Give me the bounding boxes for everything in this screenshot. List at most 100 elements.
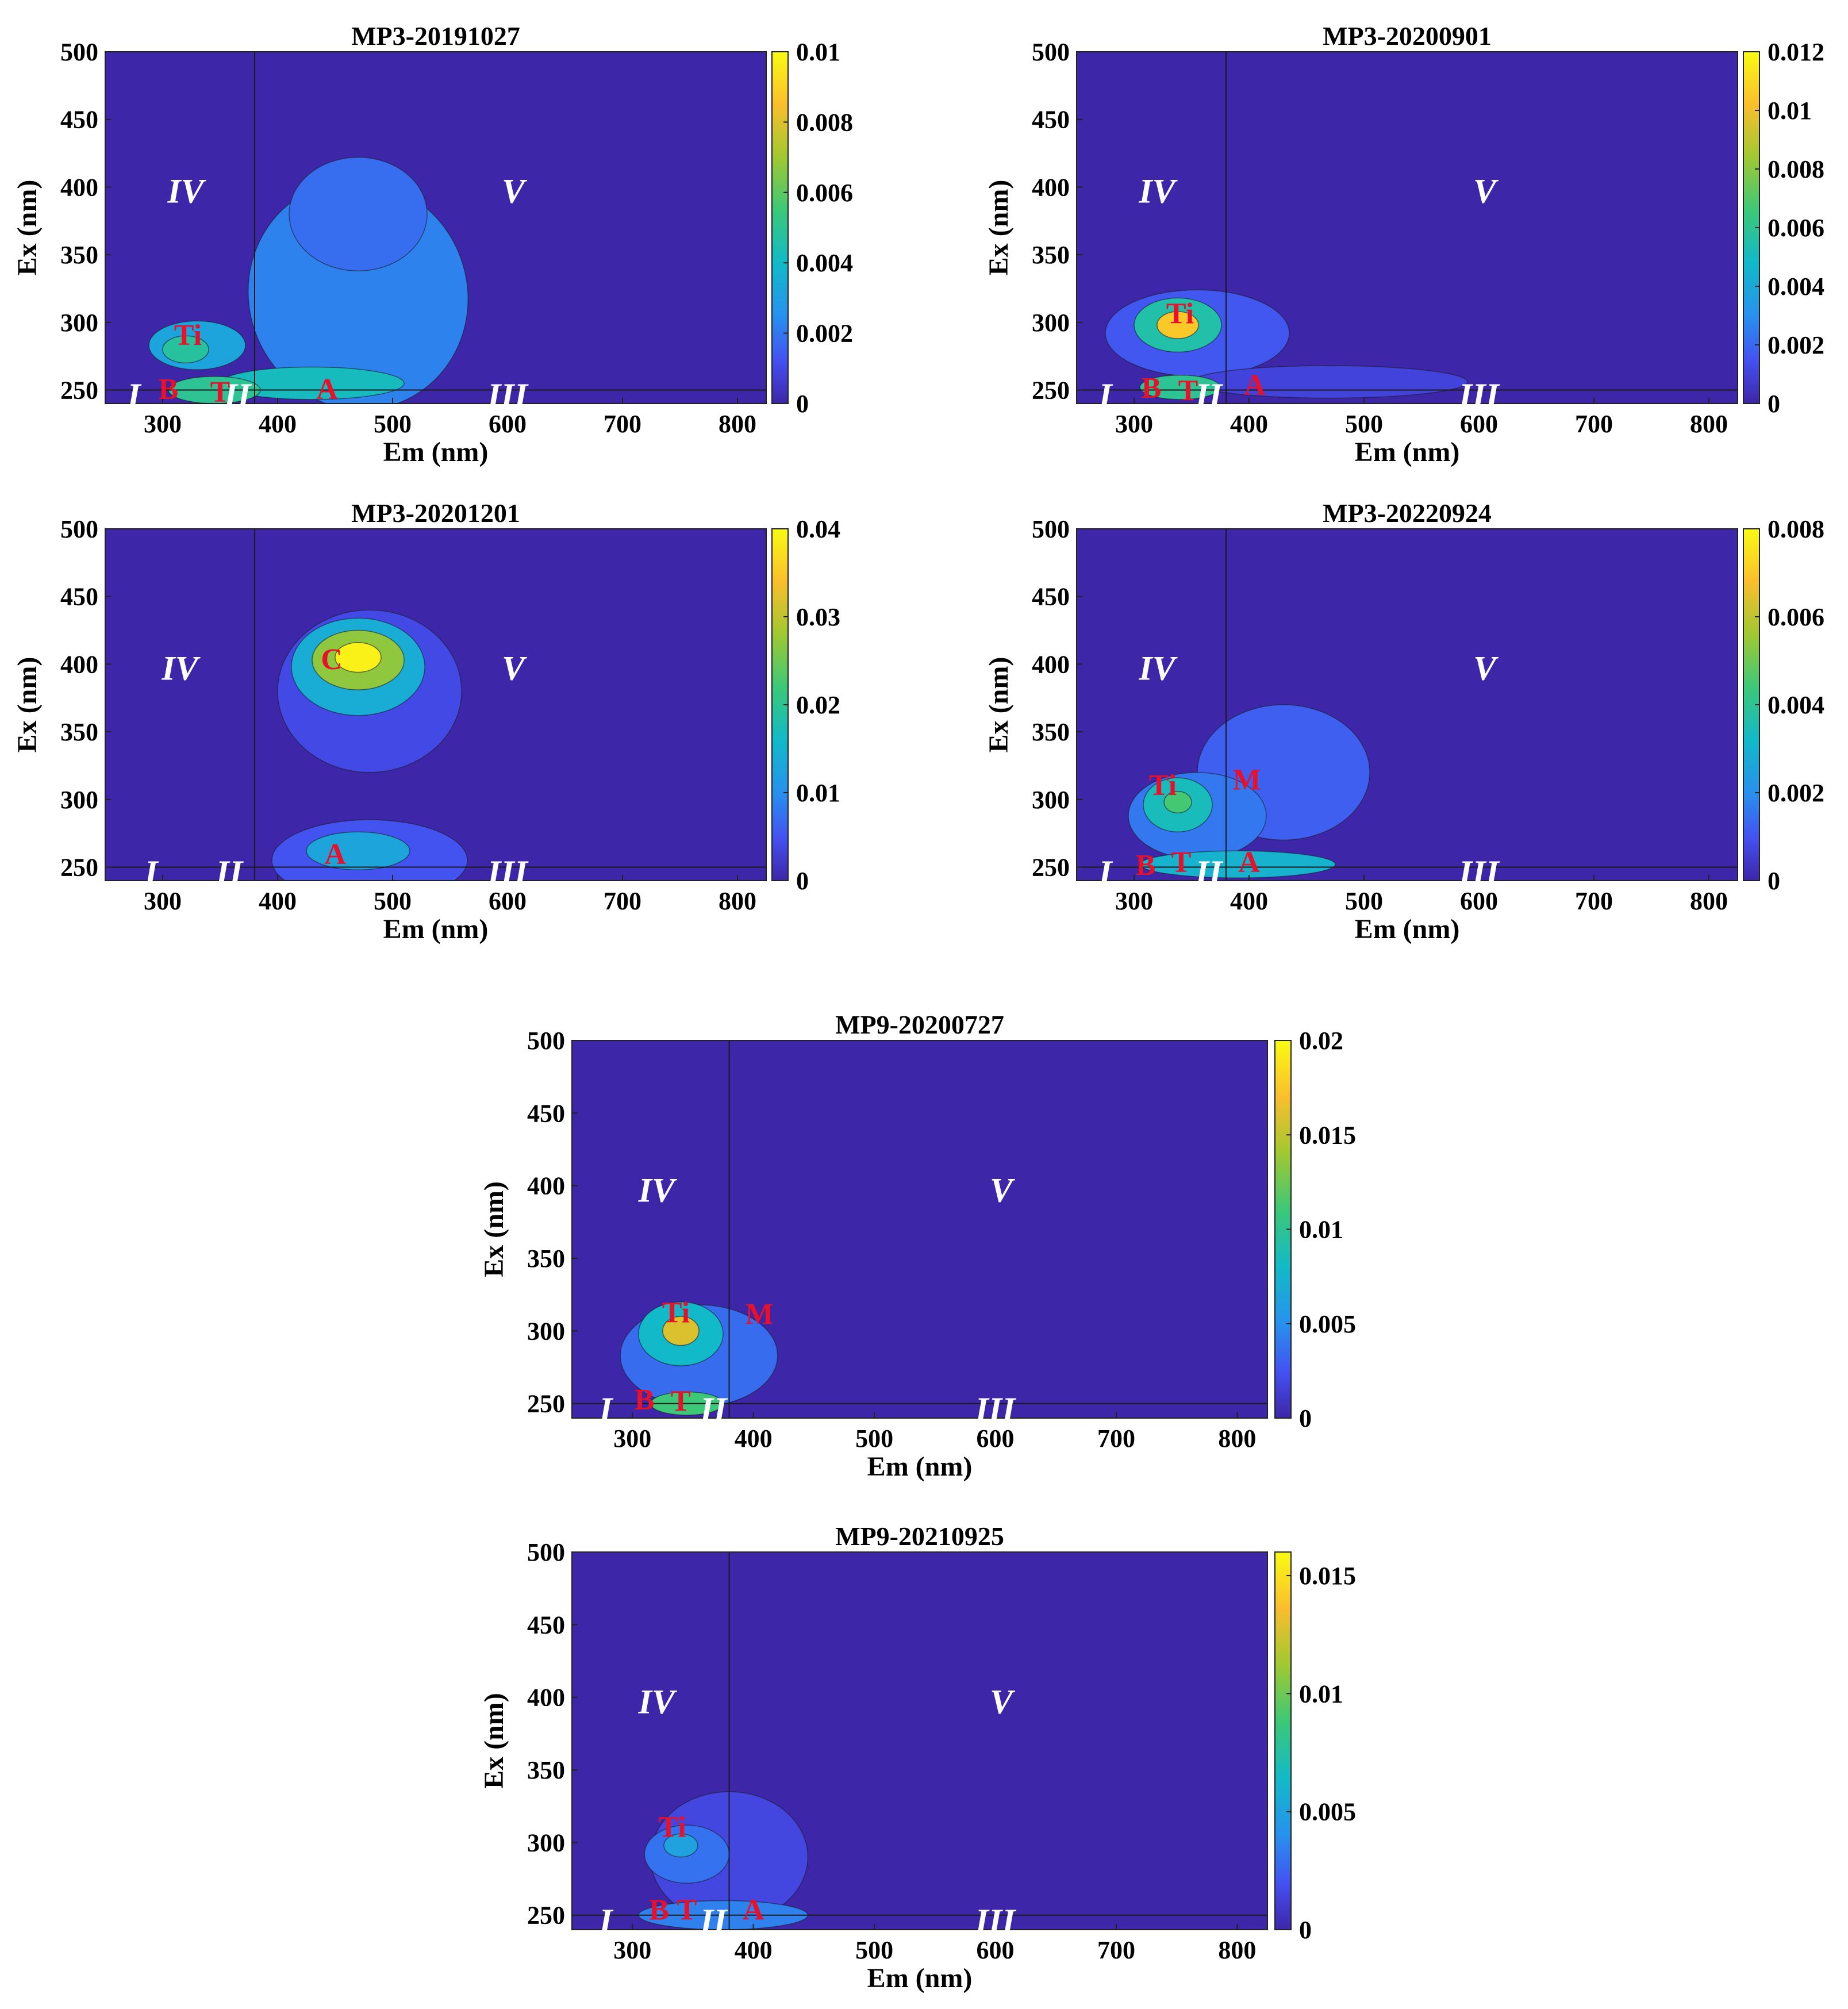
region-label: IV: [638, 1171, 678, 1209]
y-axis-label: Ex (nm): [983, 657, 1014, 753]
peak-label: A: [316, 373, 338, 406]
x-axis-label: Em (nm): [1355, 914, 1460, 944]
y-axis-label: Ex (nm): [983, 180, 1014, 276]
colorbar-tick-label: 0.002: [1768, 331, 1824, 359]
y-tick-label: 250: [527, 1902, 565, 1930]
x-tick-label: 500: [1345, 887, 1383, 915]
peak-label: B: [649, 1894, 669, 1927]
x-tick-label: 500: [855, 1936, 893, 1964]
contour-fills: [271, 609, 468, 881]
colorbar-tick-label: 0.01: [796, 38, 840, 66]
y-tick-label: 450: [1032, 106, 1070, 134]
region-label: III: [1458, 854, 1501, 892]
peak-label: M: [1232, 763, 1261, 796]
region-label: IV: [1138, 649, 1178, 687]
region-label: I: [126, 377, 142, 414]
eem-panel: MP3-20191027 500 450 400 350 300 250 300 400 500 6…: [12, 21, 853, 467]
x-tick-label: 500: [855, 1424, 893, 1453]
contour-blob: [1139, 850, 1336, 879]
y-tick-label: 350: [1032, 241, 1070, 269]
y-tick-label: 350: [527, 1756, 565, 1784]
region-label: IV: [1138, 172, 1178, 210]
colorbar-tick-label: 0.015: [1299, 1562, 1356, 1590]
colorbar-tick-label: 0.01: [796, 779, 840, 807]
y-tick-label: 450: [527, 1611, 565, 1639]
y-tick-label: 500: [60, 515, 98, 543]
colorbar-tick-label: 0.008: [1768, 515, 1824, 543]
colorbar-tick-label: 0: [1768, 867, 1780, 895]
colorbar-tick-label: 0.03: [796, 603, 840, 631]
region-label: I: [144, 854, 159, 892]
contour-blob: [1139, 374, 1221, 400]
peak-label: M: [746, 1298, 774, 1331]
y-tick-label: 350: [1032, 718, 1070, 746]
contour-fills: [1128, 704, 1370, 879]
x-tick-label: 800: [1218, 1936, 1256, 1964]
y-tick-label: 350: [527, 1244, 565, 1273]
contour-blob: [1191, 365, 1468, 399]
plot-frame: [571, 1551, 1268, 1930]
region-label: I: [598, 1390, 614, 1428]
peak-label: B: [635, 1384, 655, 1416]
x-tick-label: 500: [1345, 410, 1383, 438]
region-label: II: [700, 1390, 728, 1428]
x-axis-label: Em (nm): [383, 437, 489, 467]
y-tick-label: 250: [1032, 376, 1070, 404]
peak-label: A: [1244, 369, 1266, 402]
region-label: III: [487, 854, 529, 892]
contour-blob: [289, 156, 428, 272]
contour-fills: [148, 156, 468, 404]
peak-label: A: [324, 838, 346, 871]
y-tick-label: 450: [60, 106, 98, 134]
plot-frame: [1076, 51, 1738, 404]
x-tick-label: 600: [1460, 410, 1498, 438]
region-label: IV: [167, 172, 206, 210]
x-tick-label: 700: [604, 410, 641, 438]
x-tick-label: 300: [613, 1936, 651, 1964]
contour-blob: [162, 335, 209, 364]
eem-panel: MP9-20210925 500 450 400 350 300 250 300 400 500 6…: [479, 1522, 1356, 1993]
x-tick-label: 400: [259, 887, 297, 915]
eem-panel: MP9-20200727 500 450 400 350 300 250 300 400 500 6…: [479, 1010, 1356, 1482]
y-tick-label: 450: [60, 583, 98, 611]
plot-frame: [105, 528, 767, 881]
colorbar-tick-label: 0.015: [1299, 1121, 1356, 1149]
peak-label: Ti: [1149, 769, 1177, 802]
x-tick-label: 800: [719, 410, 756, 438]
y-tick-label: 400: [1032, 650, 1070, 678]
contour-blob: [662, 1316, 700, 1346]
y-axis-label: Ex (nm): [12, 180, 43, 276]
peak-label: T: [1178, 374, 1198, 407]
x-tick-label: 600: [489, 410, 527, 438]
colorbar-tick-label: 0.006: [1768, 603, 1824, 631]
peak-label: Ti: [662, 1297, 690, 1330]
x-tick-label: 400: [735, 1424, 773, 1453]
y-tick-label: 400: [527, 1172, 565, 1200]
y-tick-label: 350: [60, 241, 98, 269]
colorbar-tick-label: 0.008: [1768, 155, 1824, 183]
peak-label: T: [671, 1385, 691, 1418]
y-tick-label: 400: [1032, 173, 1070, 201]
colorbar-tick-label: 0.04: [796, 515, 840, 543]
region-label: II: [224, 377, 252, 414]
contour-blob: [335, 642, 382, 673]
peak-label: Ti: [659, 1811, 686, 1844]
chart-title: MP9-20210925: [835, 1522, 1004, 1551]
region-label: II: [216, 854, 244, 892]
colorbar: [1274, 1551, 1292, 1930]
x-tick-label: 700: [604, 887, 641, 915]
colorbar-tick-label: 0.012: [1768, 38, 1824, 66]
x-tick-label: 800: [1690, 410, 1728, 438]
y-tick-label: 300: [60, 786, 98, 814]
y-tick-label: 400: [60, 650, 98, 678]
x-tick-label: 300: [1115, 887, 1153, 915]
region-label: V: [502, 172, 528, 210]
chart-title: MP3-20200901: [1323, 21, 1492, 51]
colorbar-tick-label: 0.006: [796, 179, 853, 207]
region-label: III: [1458, 377, 1501, 414]
region-label: III: [974, 1902, 1017, 1940]
x-tick-label: 400: [1230, 410, 1268, 438]
x-tick-label: 500: [374, 410, 412, 438]
x-tick-label: 300: [1115, 410, 1153, 438]
region-label: IV: [638, 1683, 678, 1720]
